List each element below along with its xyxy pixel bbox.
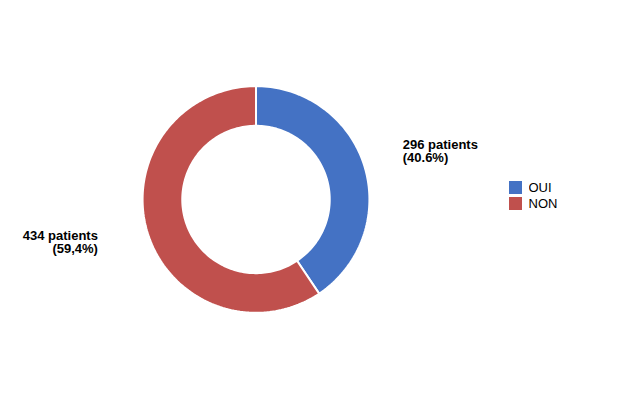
html-text:NON: NON xyxy=(528,195,558,211)
html-text:OUI: OUI xyxy=(528,179,552,195)
svg-text:434 patients(59,4%): 434 patients(59,4%) xyxy=(23,228,98,256)
svg-text:296 patients(40.6%): 296 patients(40.6%) xyxy=(403,137,478,165)
